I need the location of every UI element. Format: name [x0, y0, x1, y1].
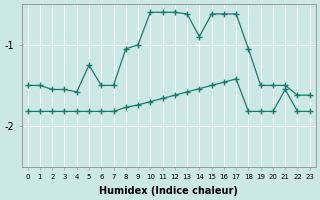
X-axis label: Humidex (Indice chaleur): Humidex (Indice chaleur)	[99, 186, 238, 196]
